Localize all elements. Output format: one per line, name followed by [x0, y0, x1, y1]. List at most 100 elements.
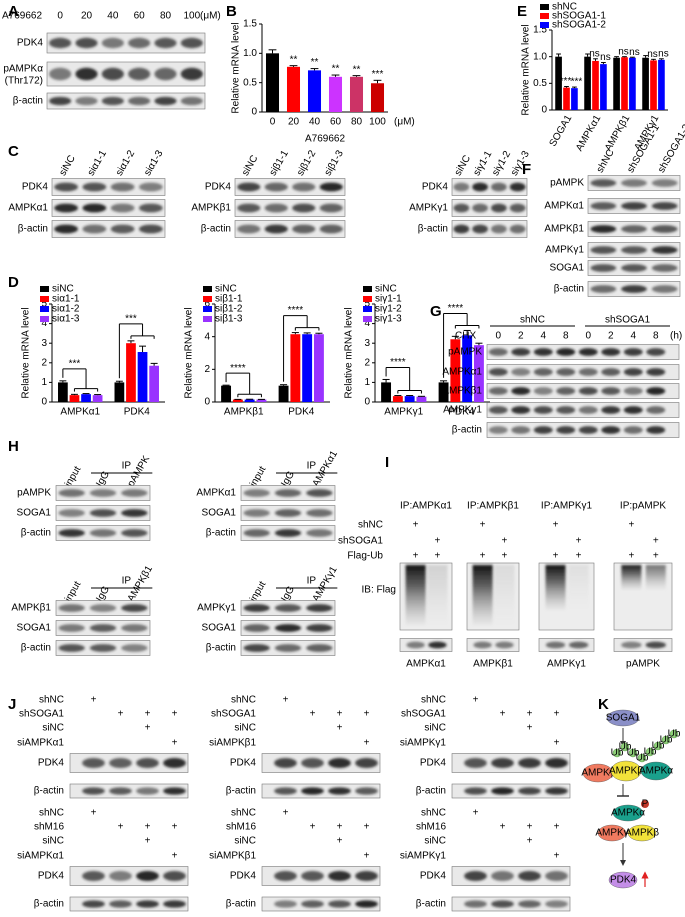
condition-label: shSOGA1: [211, 709, 256, 720]
ub-label: Ub: [636, 753, 649, 764]
row-label: SOGA1: [202, 623, 237, 634]
bar: [81, 394, 91, 402]
blot-band: [109, 758, 132, 768]
sign: +: [283, 695, 289, 706]
blot-band: [89, 604, 117, 612]
blot-band: [545, 641, 566, 649]
blot-band: [590, 225, 617, 233]
blot-band: [121, 489, 148, 497]
sign: +: [337, 709, 343, 720]
row-label: AMPKγ1: [443, 405, 482, 416]
blot-band: [651, 246, 678, 254]
condition-label: shSOGA1: [338, 536, 383, 547]
ib-label: IB: Flag: [362, 585, 396, 596]
panel-label: B: [226, 3, 237, 20]
blot-band: [464, 871, 487, 881]
blot-band: [355, 758, 378, 768]
blot-band: [511, 426, 531, 434]
sign: +: [527, 709, 533, 720]
bar: [286, 66, 301, 112]
blot-band: [274, 900, 297, 908]
sign: +: [480, 520, 486, 531]
blot-band: [49, 37, 72, 49]
blot-band: [601, 368, 621, 376]
row-label: β-actin: [554, 284, 584, 295]
ub-label: Ub: [611, 748, 624, 759]
row-label: β-actin: [206, 643, 236, 654]
sign: +: [576, 551, 582, 562]
ub-circle: [628, 748, 638, 758]
lane-label: input: [248, 579, 268, 603]
ip-label: IP:AMPKγ1: [541, 501, 593, 512]
blot-band: [264, 182, 288, 192]
sign: +: [554, 851, 560, 862]
smear: [427, 565, 448, 625]
blot-band: [237, 224, 261, 234]
row-label: PDK4: [38, 871, 65, 882]
sign: +: [310, 709, 316, 720]
ub-label: Ub: [619, 742, 632, 753]
scheme-label: PDK4: [610, 875, 637, 886]
blot-band: [301, 787, 324, 795]
blot-strip: [51, 178, 166, 196]
blot-band: [49, 67, 72, 81]
blot-band: [556, 406, 576, 414]
bar: [629, 57, 636, 110]
row-label: pAMPKα: [3, 64, 43, 75]
y-axis-label: Relative mRNA level: [184, 307, 195, 398]
bar: [584, 56, 591, 110]
legend-label: siα1-1: [52, 294, 80, 305]
blot-band: [306, 644, 333, 652]
panel-label: H: [8, 438, 19, 455]
blot-band: [54, 182, 78, 192]
legend-swatch: [40, 286, 49, 292]
condition-label: shNC: [39, 695, 64, 706]
blot-band: [101, 67, 124, 81]
sign: +: [364, 709, 370, 720]
scheme-label: AMPKγ: [581, 768, 614, 779]
sign: +: [628, 551, 634, 562]
legend-swatch: [203, 296, 212, 302]
blot-band: [590, 285, 617, 293]
significance: ns: [647, 49, 658, 60]
y-tick-label: 2: [204, 364, 210, 375]
sign: +: [283, 808, 289, 819]
row-label: AMPKβ1: [442, 386, 482, 397]
legend-swatch: [40, 306, 49, 312]
blot-band: [488, 406, 508, 414]
significance: ns: [629, 47, 640, 58]
row-label: AMPKα1: [544, 201, 584, 212]
blot-band: [264, 224, 288, 234]
ub-circle: [637, 753, 647, 763]
scheme-node: [606, 709, 640, 727]
legend-label: siγ1-1: [375, 294, 402, 305]
lane-label: siβ1-3: [323, 148, 346, 178]
y-tick-label: 0: [41, 397, 47, 408]
blot-band: [110, 203, 135, 213]
bar: [149, 365, 159, 402]
sign: +: [502, 551, 508, 562]
blot-band: [518, 871, 541, 881]
blot-band: [243, 604, 270, 612]
time-label: 4: [540, 331, 546, 342]
sign: +: [502, 536, 508, 547]
blot-strip: [51, 199, 166, 217]
panel-label: C: [8, 143, 19, 160]
sign: +: [554, 738, 560, 749]
x-tick-label: AMPKγ1: [384, 407, 423, 418]
blot-band: [121, 624, 148, 632]
ub-circle: [645, 747, 655, 757]
blot-band: [163, 787, 186, 795]
bottom-label: pAMPK: [626, 659, 660, 670]
blot-band: [556, 426, 576, 434]
sign: +: [337, 836, 343, 847]
x-tick-label: 60: [330, 117, 342, 128]
y-tick-label: 0.5: [243, 77, 257, 88]
bar: [126, 343, 136, 402]
blot-band: [623, 406, 643, 414]
blot-band: [328, 758, 351, 768]
blot-band: [58, 489, 85, 497]
blot-band: [58, 604, 85, 612]
blot-band: [54, 203, 78, 213]
blot-band: [518, 787, 541, 795]
